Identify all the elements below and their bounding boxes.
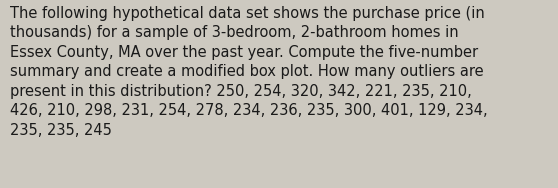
Text: The following hypothetical data set shows the purchase price (in
thousands) for : The following hypothetical data set show… xyxy=(10,6,488,138)
